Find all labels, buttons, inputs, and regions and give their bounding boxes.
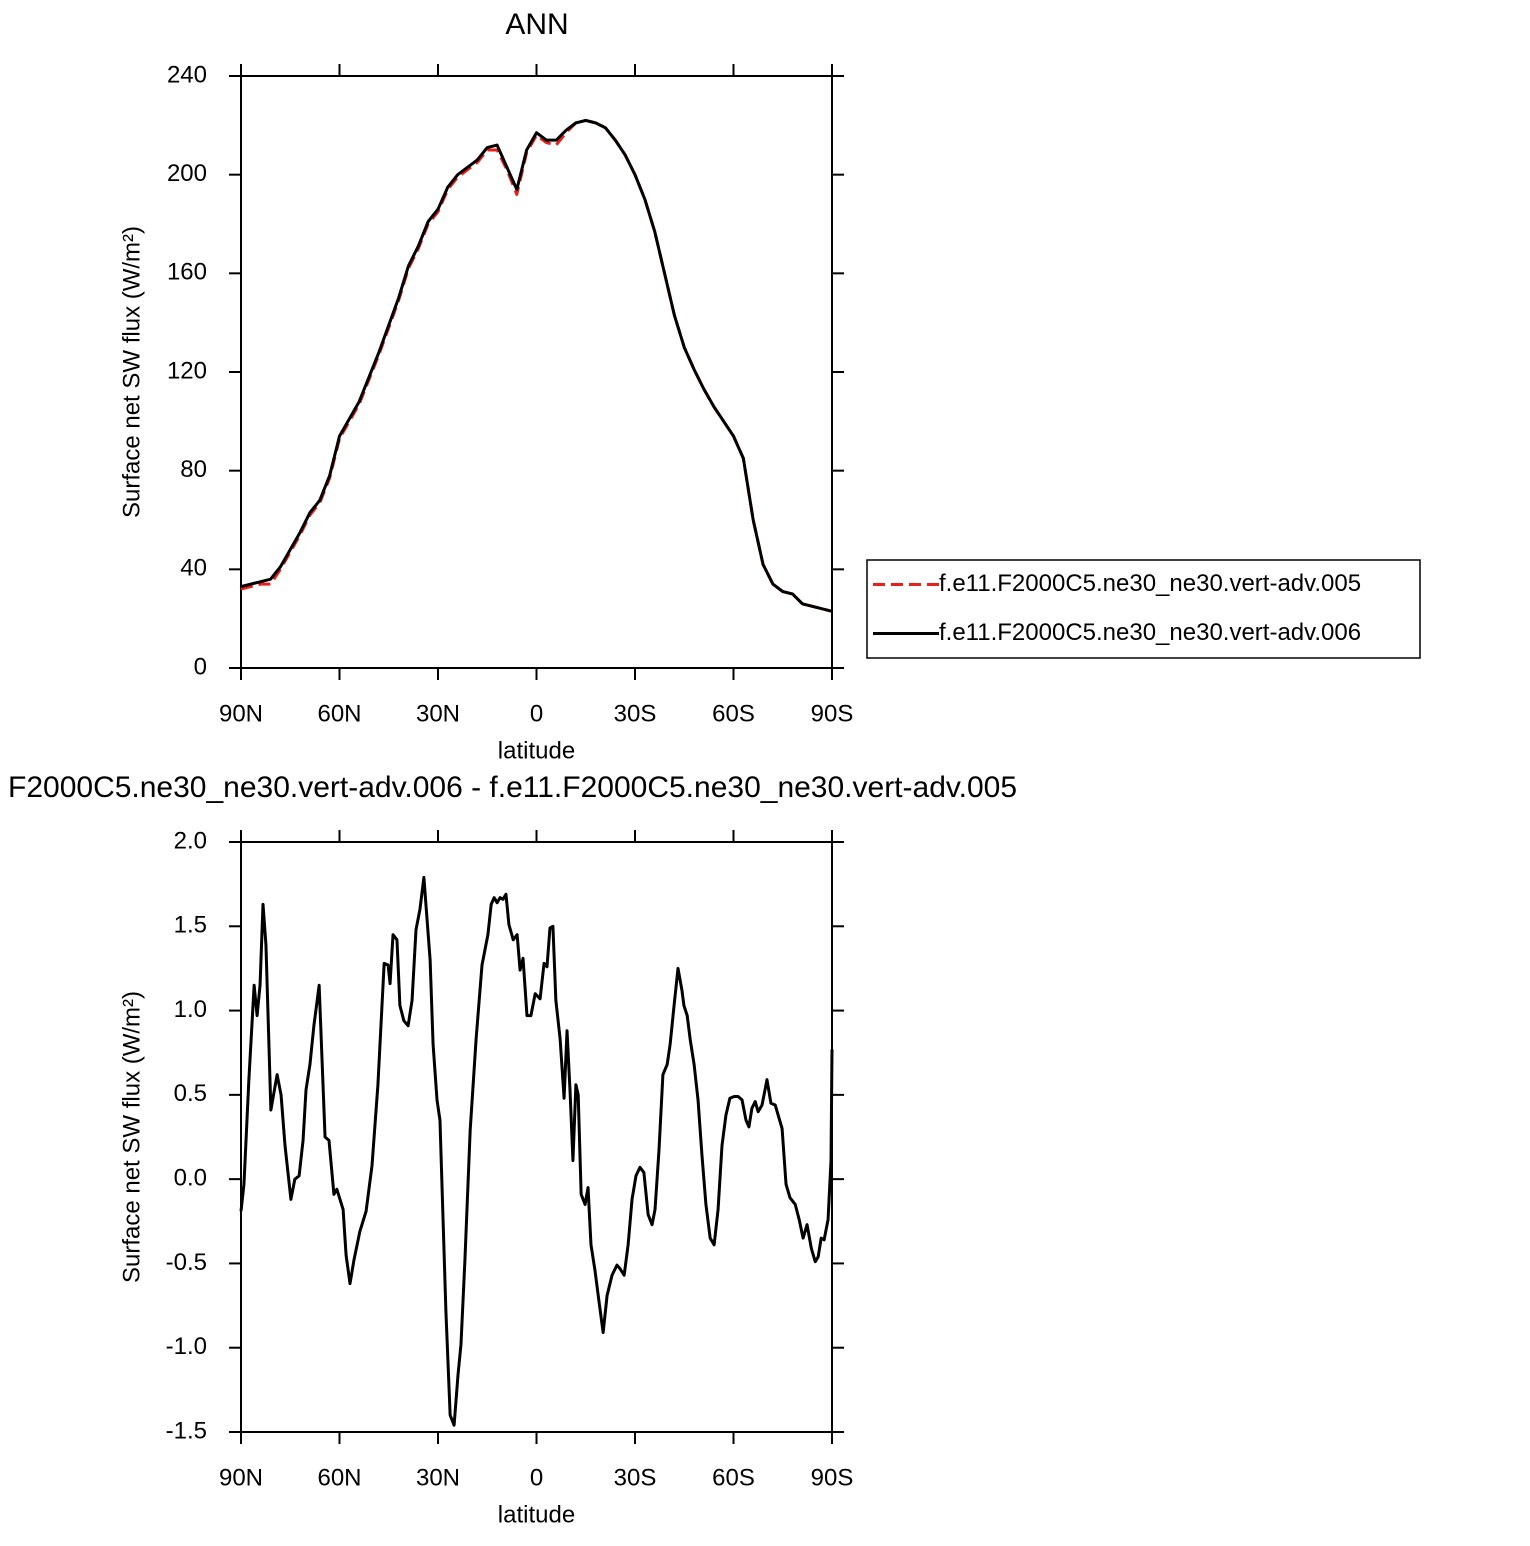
x-tick-label: 60N (317, 700, 361, 727)
x-tick-label: 0 (530, 700, 543, 727)
y-tick-label: 0 (194, 653, 207, 680)
x-tick-label: 30S (614, 700, 657, 727)
chart-title: ANN (505, 8, 568, 41)
y-tick-label: 1.5 (174, 912, 207, 939)
x-tick-label: 60S (712, 700, 755, 727)
data-line (239, 875, 834, 1427)
chart-title: F2000C5.ne30_ne30.vert-adv.006 - f.e11.F… (8, 771, 1017, 804)
x-tick-label: 60N (317, 1464, 361, 1491)
x-tick-label: 90N (219, 1464, 263, 1491)
x-tick-label: 90S (811, 1464, 854, 1491)
y-tick-label: 2.0 (174, 827, 207, 854)
y-tick-label: 80 (180, 456, 207, 483)
x-axis-label: latitude (498, 1501, 575, 1528)
y-axis-label: Surface net SW flux (W/m²) (118, 226, 145, 518)
legend-label: f.e11.F2000C5.ne30_ne30.vert-adv.005 (939, 570, 1361, 597)
x-tick-label: 30N (416, 700, 460, 727)
y-tick-label: 1.0 (174, 996, 207, 1023)
x-tick-label: 0 (530, 1464, 543, 1491)
x-tick-label: 60S (712, 1464, 755, 1491)
x-tick-label: 30N (416, 1464, 460, 1491)
legend-box (866, 559, 1421, 659)
y-tick-label: 120 (167, 357, 207, 384)
y-tick-label: 200 (167, 160, 207, 187)
y-tick-label: 0.5 (174, 1080, 207, 1107)
x-tick-label: 90N (219, 700, 263, 727)
y-tick-label: -0.5 (166, 1249, 207, 1276)
legend-label: f.e11.F2000C5.ne30_ne30.vert-adv.006 (939, 619, 1361, 646)
y-tick-label: -1.0 (166, 1333, 207, 1360)
x-axis-label: latitude (498, 737, 575, 764)
y-tick-label: 160 (167, 259, 207, 286)
y-tick-label: 40 (180, 555, 207, 582)
x-tick-label: 30S (614, 1464, 657, 1491)
y-tick-label: -1.5 (166, 1417, 207, 1444)
data-line (240, 118, 833, 613)
y-axis-label: Surface net SW flux (W/m²) (118, 991, 145, 1283)
y-tick-label: 0.0 (174, 1164, 207, 1191)
y-tick-label: 240 (167, 61, 207, 88)
x-tick-label: 90S (811, 700, 854, 727)
